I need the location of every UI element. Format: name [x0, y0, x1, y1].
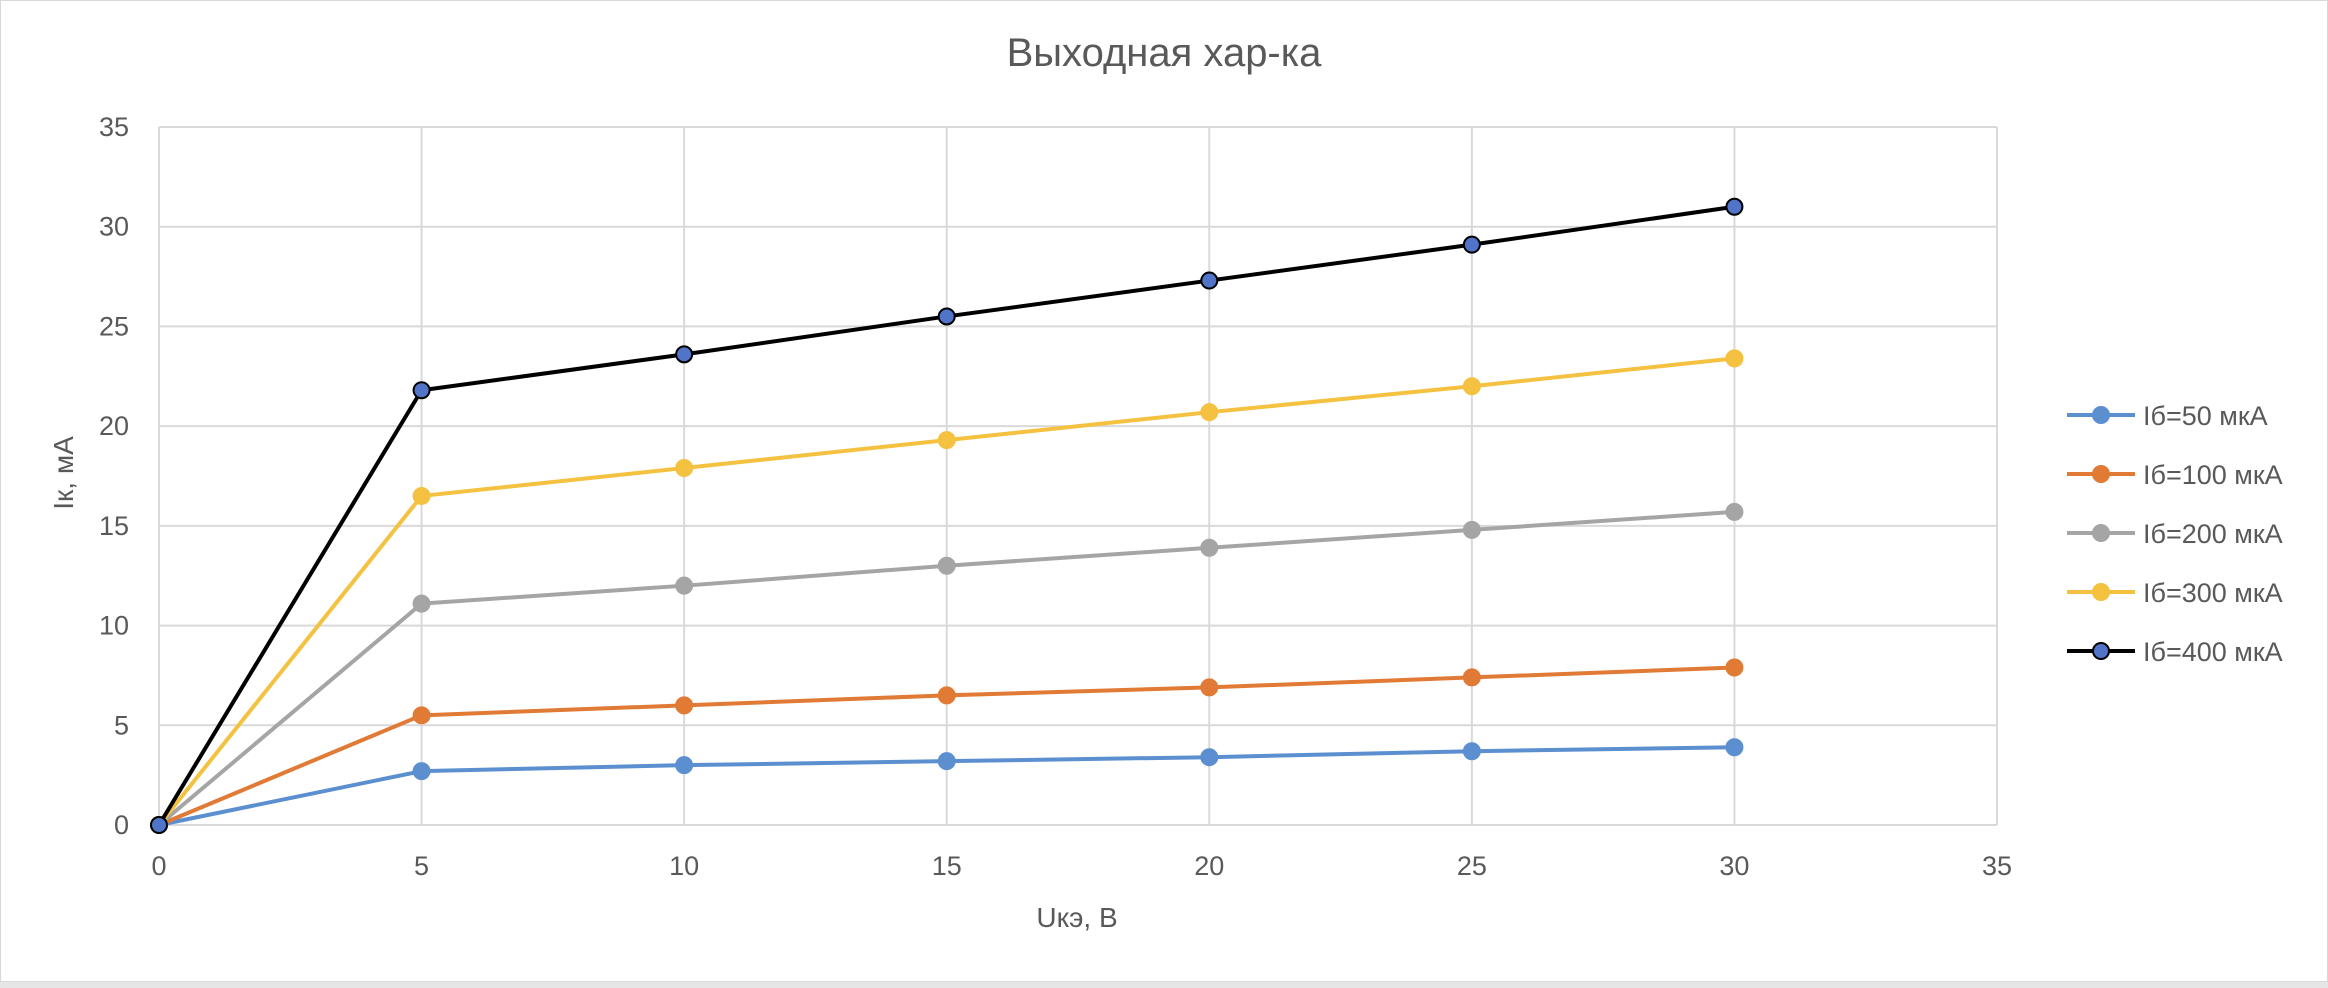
data-point [1725, 349, 1744, 368]
series-lines [150, 197, 1744, 834]
x-tick-label: 25 [1457, 851, 1487, 881]
data-point [675, 756, 694, 775]
legend-entry: Iб=100 мкА [2067, 460, 2283, 490]
data-point [412, 594, 431, 613]
y-tick-label: 15 [99, 511, 129, 541]
legend-swatch-marker [2092, 524, 2110, 542]
data-point [1462, 520, 1481, 539]
y-tick-label: 25 [99, 311, 129, 341]
y-tick-label: 0 [114, 810, 129, 840]
data-point [1462, 235, 1481, 254]
data-point [1725, 197, 1744, 216]
legend-entry: Iб=50 мкА [2067, 401, 2268, 431]
x-tick-label: 15 [932, 851, 962, 881]
data-point [1200, 403, 1219, 422]
data-point [412, 762, 431, 781]
data-point [675, 576, 694, 595]
x-tick-label: 5 [414, 851, 429, 881]
data-point [937, 686, 956, 705]
legend-swatch-marker [2092, 583, 2110, 601]
chart-title: Выходная хар-ка [1007, 31, 1323, 75]
data-point [937, 307, 956, 326]
y-tick-label: 5 [114, 710, 129, 740]
legend-swatch-marker [2092, 642, 2110, 660]
x-tick-label: 30 [1719, 851, 1749, 881]
legend-label: Iб=400 мкА [2143, 637, 2283, 667]
legend-entry: Iб=300 мкА [2067, 578, 2283, 608]
data-point [675, 696, 694, 715]
data-point [1200, 748, 1219, 767]
y-axis-title: Iк, мА [48, 436, 79, 510]
y-tick-label: 10 [99, 611, 129, 641]
data-point [1200, 678, 1219, 697]
y-tick-label: 30 [99, 212, 129, 242]
data-point [1462, 742, 1481, 761]
data-point [412, 706, 431, 725]
data-point [1725, 658, 1744, 677]
grid [158, 126, 1998, 826]
data-point [412, 381, 431, 400]
data-point [937, 431, 956, 450]
data-point [1725, 502, 1744, 521]
x-tick-label: 10 [669, 851, 699, 881]
data-point [1462, 377, 1481, 396]
legend-entry: Iб=400 мкА [2067, 637, 2283, 667]
legend-swatch-marker [2092, 406, 2110, 424]
x-axis-title: Uкэ, В [1036, 902, 1117, 933]
y-tick-label: 20 [99, 411, 129, 441]
axis-ticks: 0 5 10 15 20 25 30 35 0 5 10 15 20 25 30 35 [99, 112, 2012, 881]
data-point [937, 556, 956, 575]
legend-entry: Iб=200 мкА [2067, 519, 2283, 549]
legend-label: Iб=50 мкА [2143, 401, 2268, 431]
sheet-grid-strip [0, 982, 2328, 988]
x-tick-label: 35 [1982, 851, 2012, 881]
series-3 [150, 349, 1744, 834]
legend-label: Iб=100 мкА [2143, 460, 2283, 490]
y-tick-label: 35 [99, 112, 129, 142]
series-4 [150, 197, 1744, 834]
data-point [1200, 538, 1219, 557]
data-point [1725, 738, 1744, 757]
data-point [675, 345, 694, 364]
data-point [937, 752, 956, 771]
legend-label: Iб=300 мкА [2143, 578, 2283, 608]
data-point [1462, 668, 1481, 687]
data-point [1200, 271, 1219, 290]
legend: Iб=50 мкА Iб=100 мкА Iб=200 мкА Iб=300 мкА I… [2067, 401, 2283, 667]
x-tick-label: 0 [151, 851, 166, 881]
legend-label: Iб=200 мкА [2143, 519, 2283, 549]
legend-swatch-marker [2092, 465, 2110, 483]
data-point [150, 816, 168, 834]
data-point [412, 486, 431, 505]
data-point [675, 459, 694, 478]
x-tick-label: 20 [1194, 851, 1224, 881]
